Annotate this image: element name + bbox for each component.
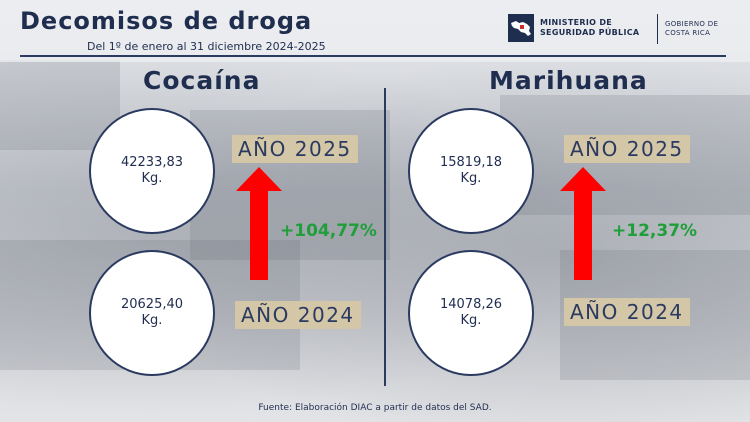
marijuana-change: +12,37%	[612, 221, 698, 241]
source-footer: Fuente: Elaboración DIAC a partir de dat…	[258, 403, 492, 413]
cocaine-2024-value: 20625,40	[120, 297, 184, 312]
cocaine-2025-label: AÑO 2025	[232, 135, 358, 163]
header-bar	[0, 0, 750, 62]
marijuana-2025-unit: Kg.	[460, 171, 482, 186]
cocaine-2025-value: 42233,83	[120, 155, 184, 170]
marijuana-2025-label: AÑO 2025	[564, 135, 690, 163]
costa-rica-map-icon	[508, 14, 534, 42]
cocaine-title: Cocaína	[143, 66, 261, 95]
header-divider	[20, 55, 726, 57]
cocaine-2025-circle: 42233,83 Kg.	[89, 108, 215, 234]
section-divider	[384, 88, 386, 386]
page-title: Decomisos de droga	[20, 7, 313, 35]
marijuana-2025-circle: 15819,18 Kg.	[408, 108, 534, 234]
marijuana-2024-circle: 14078,26 Kg.	[408, 250, 534, 376]
page-subtitle: Del 1º de enero al 31 diciembre 2024-202…	[87, 40, 326, 53]
ministry-name: MINISTERIO DE SEGURIDAD PÚBLICA	[540, 18, 640, 37]
government-name: GOBIERNO DE COSTA RICA	[665, 20, 719, 37]
cocaine-up-arrow-icon	[236, 167, 282, 280]
marijuana-2024-label: AÑO 2024	[564, 298, 690, 326]
logo-separator	[657, 14, 658, 44]
cocaine-2024-label: AÑO 2024	[235, 301, 361, 329]
marijuana-up-arrow-icon	[560, 167, 606, 280]
cocaine-2024-unit: Kg.	[141, 313, 163, 328]
cocaine-change: +104,77%	[280, 221, 377, 241]
marijuana-2024-value: 14078,26	[439, 297, 503, 312]
marijuana-2025-value: 15819,18	[439, 155, 503, 170]
cocaine-2025-unit: Kg.	[141, 171, 163, 186]
cocaine-2024-circle: 20625,40 Kg.	[89, 250, 215, 376]
marijuana-title: Marihuana	[489, 66, 648, 95]
marijuana-2024-unit: Kg.	[460, 313, 482, 328]
